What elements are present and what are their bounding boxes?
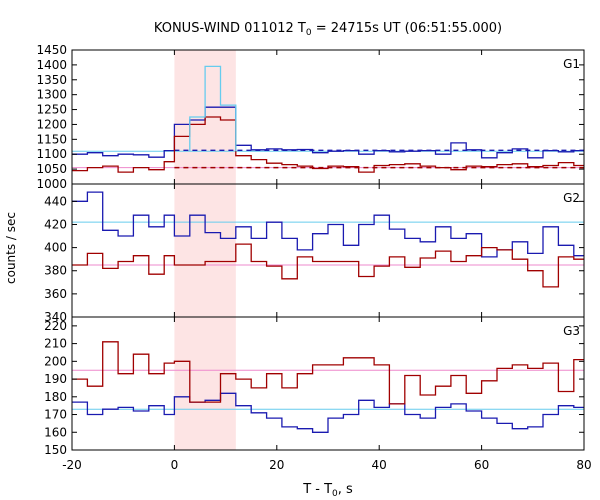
series-blue-histogram [72, 392, 584, 433]
panel-label: G1 [563, 57, 580, 71]
series-blue-histogram [72, 191, 584, 258]
y-tick-label: 1050 [36, 162, 67, 176]
y-tick-label: 1200 [36, 117, 67, 131]
y-tick-label: 1400 [36, 58, 67, 72]
chart-title-prefix: KONUS-WIND 011012 T [154, 21, 306, 36]
y-tick-label: 1100 [36, 147, 67, 161]
x-axis-label: T - T0, s [302, 482, 353, 499]
panel-label: G2 [563, 191, 580, 205]
y-tick-label: 340 [44, 310, 67, 324]
y-tick-label: 210 [44, 337, 67, 351]
chart-title-suffix: = 24715s UT (06:51:55.000) [312, 21, 502, 36]
plot-area: 1000105011001150120012501300135014001450… [36, 43, 591, 472]
x-axis-label-suffix: , s [338, 482, 353, 497]
y-tick-label: 1000 [36, 177, 67, 191]
y-tick-label: 200 [44, 354, 67, 368]
y-tick-label: 1300 [36, 88, 67, 102]
y-tick-label: 170 [44, 408, 67, 422]
y-tick-label: 1150 [36, 132, 67, 146]
series-cyan-histogram [189, 65, 237, 152]
chart-title-subscript: 0 [306, 28, 312, 38]
y-tick-label: 150 [44, 443, 67, 457]
y-tick-label: 400 [44, 241, 67, 255]
y-tick-label: 420 [44, 217, 67, 231]
y-axis-label: counts / sec [4, 212, 18, 284]
panel-label: G3 [563, 324, 580, 338]
x-tick-label: 20 [269, 458, 284, 472]
series-blue-histogram [72, 106, 584, 159]
x-tick-label: 60 [474, 458, 489, 472]
panel-frame [71, 316, 585, 451]
y-tick-label: 220 [44, 319, 67, 333]
y-tick-label: 180 [44, 390, 67, 404]
x-tick-label: 40 [372, 458, 387, 472]
y-tick-label: 380 [44, 264, 67, 278]
y-tick-label: 1350 [36, 73, 67, 87]
y-tick-label: 1250 [36, 103, 67, 117]
series-red-histogram [72, 243, 584, 288]
x-axis-label-subscript: 0 [332, 489, 338, 499]
y-tick-label: 190 [44, 372, 67, 386]
x-axis-label-prefix: T - T [302, 482, 332, 497]
y-tick-label: 440 [44, 194, 67, 208]
series-red-histogram [72, 116, 584, 173]
panel-g3: 150 160 170 180 190 200 210 220 G3 [44, 316, 585, 457]
y-tick-label: 160 [44, 425, 67, 439]
x-tick-label: 80 [576, 458, 591, 472]
chart-title: KONUS-WIND 011012 T0 = 24715s UT (06:51:… [154, 21, 502, 38]
x-tick-label: 0 [171, 458, 179, 472]
y-tick-label: 1450 [36, 43, 67, 57]
y-tick-label: 360 [44, 287, 67, 301]
series-red-histogram [72, 341, 584, 405]
panel-g2: 340 360 380 400 420 440 G2 [44, 183, 585, 324]
x-tick-label: -20 [62, 458, 82, 472]
